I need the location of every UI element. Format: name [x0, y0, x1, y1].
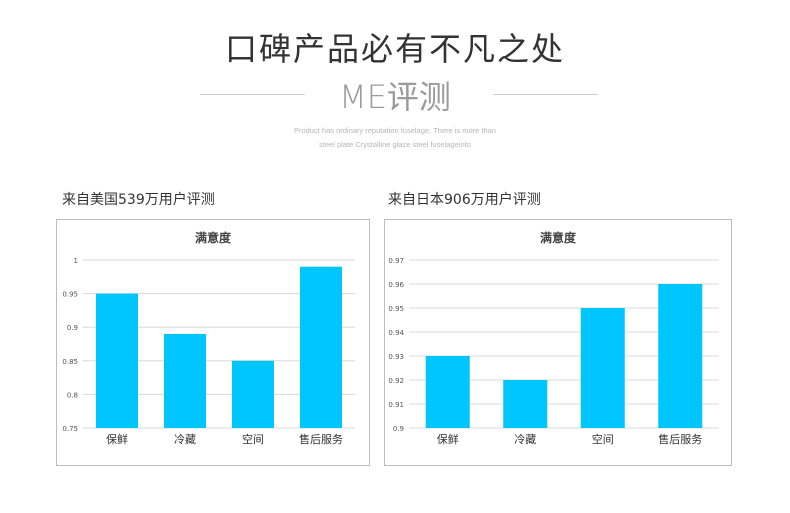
chart-usa: 满意度 1 0.95 0.9 0.85 0.8 0.75 保鲜 冷藏 空间 售后服务 [56, 219, 370, 466]
bar [580, 308, 625, 428]
bar [503, 380, 548, 428]
description-line: steel plate Crystalline glaze steel fuse… [319, 140, 471, 149]
page-title: 口碑产品必有不凡之处 [224, 30, 565, 68]
bar [300, 266, 342, 428]
subtitle-divider-right [493, 94, 598, 95]
y-tick-label: 0.95 [388, 305, 404, 313]
y-tick-label: 0.9 [393, 425, 404, 433]
y-tick-label: 0.85 [62, 358, 78, 366]
description-line: Product has ordinary reputation fuselage… [293, 126, 497, 135]
y-tick-label: 0.91 [388, 401, 404, 409]
x-tick-label: 售后服务 [299, 432, 343, 446]
x-tick-label: 保鲜 [437, 432, 459, 446]
bar [658, 284, 703, 428]
chart-title: 满意度 [195, 230, 232, 245]
y-tick-label: 0.93 [388, 353, 404, 361]
y-tick-label: 0.8 [67, 391, 78, 399]
y-tick-label: 0.92 [388, 377, 404, 385]
x-tick-label: 空间 [242, 432, 264, 446]
y-tick-label: 1 [74, 257, 78, 265]
y-tick-label: 0.94 [388, 329, 404, 337]
bar [232, 360, 274, 428]
bar [96, 293, 138, 428]
bar [164, 333, 206, 428]
page-description: Product has ordinary reputation fuselage… [0, 124, 790, 152]
x-tick-label: 保鲜 [106, 432, 128, 446]
y-tick-label: 0.97 [388, 257, 404, 265]
subtitle-divider-left [200, 94, 305, 95]
chart-usa-svg: 满意度 1 0.95 0.9 0.85 0.8 0.75 保鲜 冷藏 空间 售后服务 [62, 230, 355, 446]
section-title-japan: 来自日本906万用户评测 [388, 192, 541, 208]
chart-title: 满意度 [540, 230, 577, 245]
y-tick-label: 0.9 [67, 324, 78, 332]
x-tick-label: 冷藏 [174, 433, 196, 446]
y-tick-label: 0.95 [62, 291, 78, 299]
chart-japan: 满意度 0.97 0.96 0.95 0.94 0.93 0.92 0.91 0.9 保鲜 冷藏 空间… [384, 219, 732, 466]
chart-japan-svg: 满意度 0.97 0.96 0.95 0.94 0.93 0.92 0.91 0.9 保鲜 冷藏 空间… [388, 230, 719, 446]
y-tick-label: 0.96 [388, 281, 404, 289]
x-tick-label: 冷藏 [514, 433, 536, 446]
x-tick-label: 售后服务 [658, 432, 702, 446]
subtitle-row: ME评测 [0, 72, 790, 116]
page-subtitle: ME评测 [339, 78, 451, 116]
bar [425, 356, 470, 428]
y-tick-label: 0.75 [62, 425, 78, 433]
x-tick-label: 空间 [592, 432, 614, 446]
section-title-usa: 来自美国539万用户评测 [62, 192, 215, 208]
